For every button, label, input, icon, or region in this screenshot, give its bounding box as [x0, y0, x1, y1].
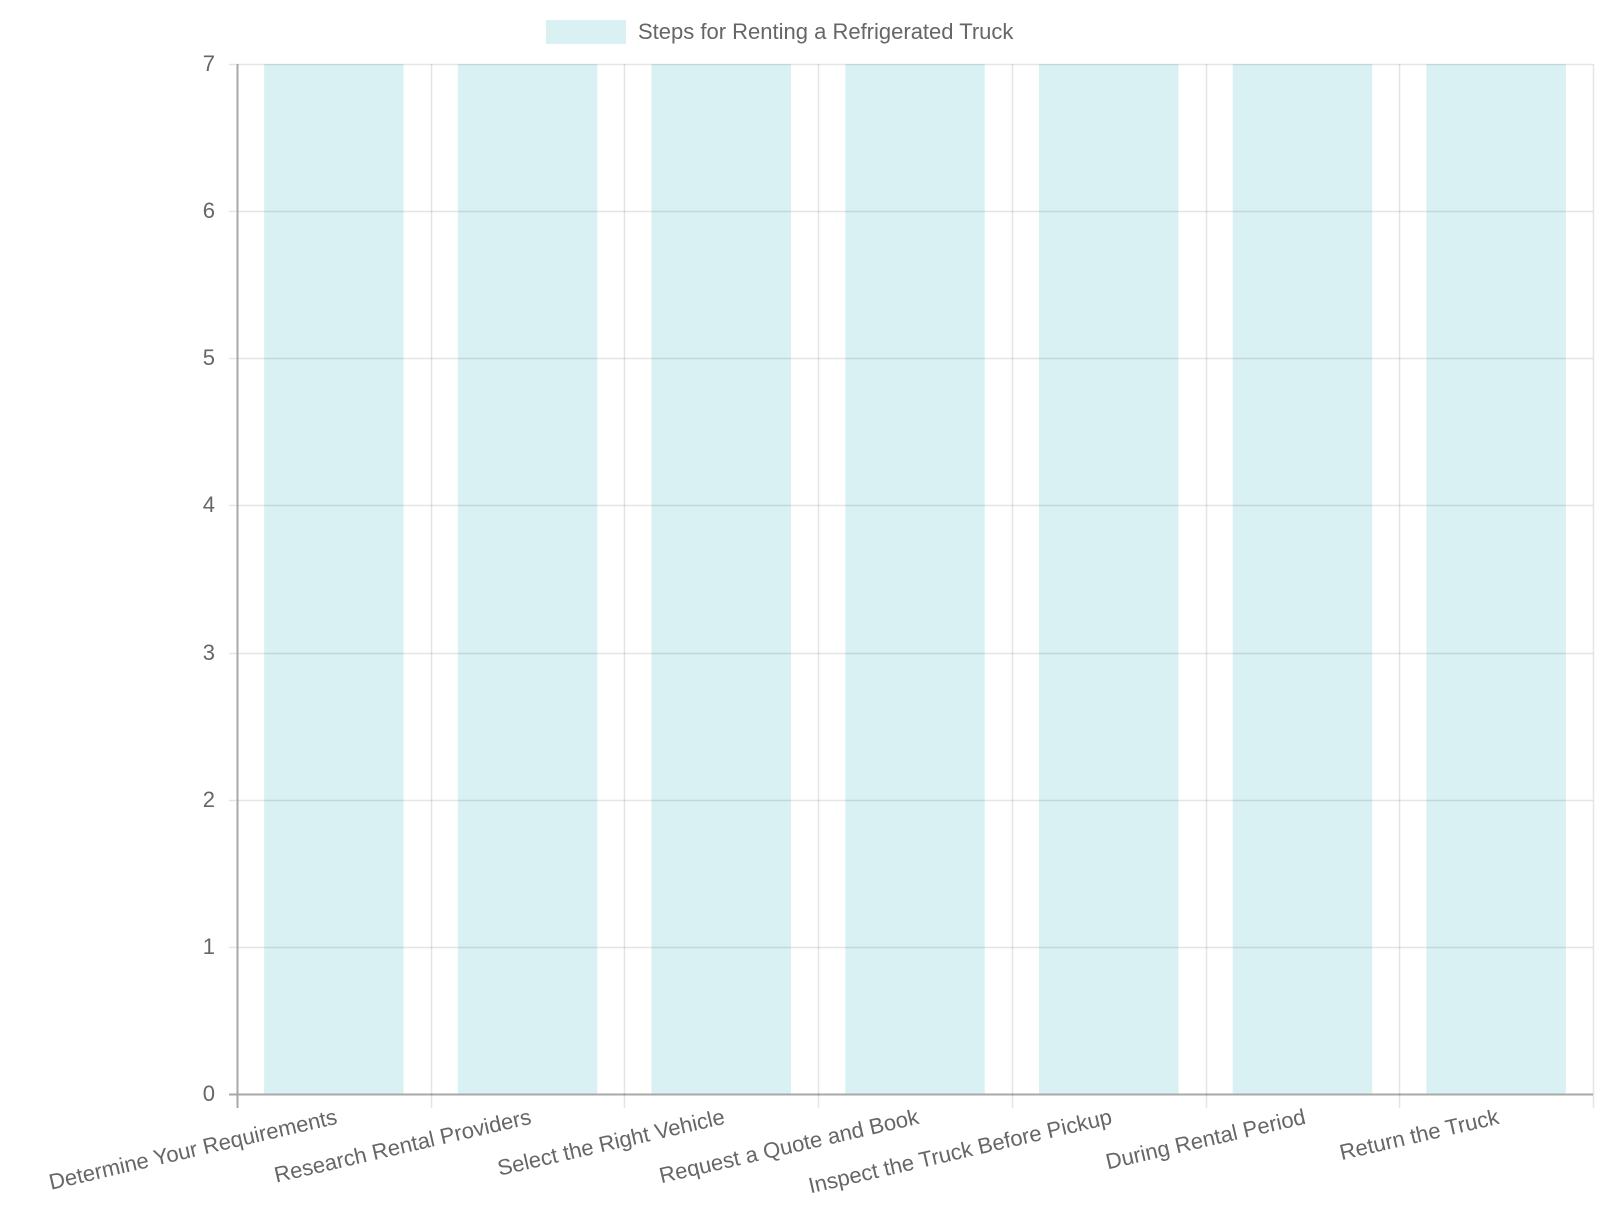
y-tick-label: 3	[202, 639, 215, 665]
y-tick-label: 6	[202, 198, 215, 224]
bar[interactable]	[1232, 64, 1373, 1094]
bar[interactable]	[1426, 64, 1566, 1094]
y-tick-label: 7	[202, 51, 215, 76]
legend[interactable]: Steps for Renting a Refrigerated Truck	[546, 19, 1013, 45]
bar[interactable]	[264, 64, 404, 1094]
y-tick-label: 0	[202, 1081, 215, 1106]
legend-swatch	[546, 20, 626, 44]
bar[interactable]	[845, 64, 985, 1094]
bar[interactable]	[457, 64, 598, 1094]
y-tick-label: 1	[202, 933, 215, 959]
legend-label: Steps for Renting a Refrigerated Truck	[638, 19, 1014, 44]
y-tick-label: 2	[202, 786, 215, 812]
bar[interactable]	[1038, 64, 1179, 1094]
y-tick-label: 4	[202, 492, 215, 518]
y-tick-label: 5	[202, 345, 215, 371]
bar[interactable]	[651, 64, 792, 1094]
